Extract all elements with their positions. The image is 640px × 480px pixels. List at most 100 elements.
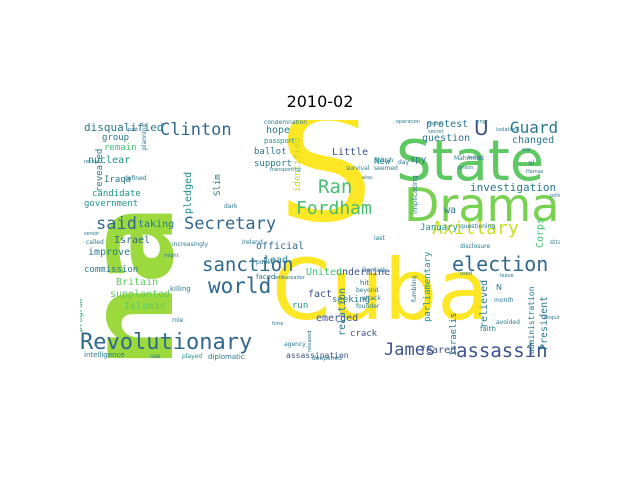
word-secretary: Secretary: [184, 214, 277, 234]
word-released: released: [307, 330, 313, 352]
word-hotel: hotel: [468, 155, 481, 161]
word-guard: Guard: [510, 120, 559, 137]
word-question: question: [422, 133, 471, 144]
word-spy: spy: [410, 155, 427, 165]
word-axillary: Axillary: [432, 218, 519, 239]
word-united: United: [306, 267, 343, 278]
word-ran: Ran: [318, 176, 353, 198]
word-role: role: [172, 317, 184, 324]
word-remain: remain: [104, 143, 137, 153]
word-run: run: [292, 301, 309, 311]
word-recent: recent: [84, 159, 100, 165]
word-operation: operation: [396, 120, 421, 125]
word-official: official: [256, 241, 305, 252]
word-revealed: revealed: [95, 148, 105, 192]
word-implicating: implicating: [411, 175, 419, 214]
word-attack: attack: [362, 295, 381, 302]
word-secret: secret: [428, 129, 444, 135]
word-administration: administration: [527, 286, 536, 354]
word-use: use: [150, 353, 161, 360]
word-ballot: ballot: [254, 147, 287, 157]
word-might: might: [164, 253, 179, 259]
word-parliamentary: parliamentary: [423, 251, 433, 322]
word-crack: crack: [350, 329, 378, 339]
word-dubai: Dubai: [428, 121, 443, 127]
word-disqualified: disqualified: [84, 121, 164, 134]
word-senior: senior: [84, 231, 100, 237]
word-passport: passport: [264, 137, 295, 145]
word-fumbling: fumbling: [411, 275, 418, 302]
word-faith: faith: [480, 325, 496, 333]
word-deepened: deepened: [312, 355, 342, 362]
word-investigation: investigation: [470, 181, 557, 194]
word-revolutionary: Revolutionary: [80, 330, 253, 355]
word-used: used: [460, 271, 473, 277]
word-said: said: [96, 214, 137, 234]
word-slim: Slim: [213, 174, 223, 196]
word-agency: agency: [284, 341, 306, 348]
chart-title: 2010-02: [286, 92, 354, 111]
word-killing: killing: [170, 285, 191, 293]
word-world: world: [208, 274, 272, 298]
word-ring: ring: [476, 120, 486, 125]
word-james: James: [384, 340, 436, 360]
word-changed: changed: [512, 135, 555, 146]
word-n: N: [496, 283, 502, 292]
word-war: war: [522, 147, 532, 153]
word-cloud: na S Cuba State Drama Revolutionary worl…: [80, 120, 560, 362]
word-mahmoud: Mahmoud: [454, 155, 484, 162]
word-emerged: emerged: [316, 313, 359, 324]
word-improve: improve: [88, 247, 131, 258]
word-british: British: [374, 157, 394, 164]
word-fact: fact: [308, 289, 333, 300]
word-government: government: [84, 199, 139, 209]
word-transporting: transporting: [270, 167, 301, 173]
word-britain: Britain: [116, 277, 159, 288]
word-israel: Israel: [114, 235, 151, 246]
word-support: support: [254, 159, 292, 169]
word-ireland: Ireland: [242, 239, 263, 246]
word-beyond: beyond: [356, 287, 379, 294]
word-cuba: Cuba: [272, 241, 489, 339]
word-prison: prison: [458, 165, 474, 171]
word-condemnation: condemnation: [264, 120, 308, 126]
word-isolation: isolation: [496, 127, 518, 133]
word-pledged: pledged: [183, 171, 194, 214]
word-commission: commission: [84, 265, 139, 275]
word-dark: dark: [224, 203, 238, 210]
word-public: public: [256, 259, 275, 266]
word-seemed: seemed: [374, 165, 398, 172]
word-president: President: [539, 295, 550, 350]
word-planning: planning: [141, 123, 148, 150]
word-wa: wa: [444, 205, 457, 216]
word-played: played: [182, 353, 203, 360]
word-taking: taking: [138, 219, 175, 230]
word-feared: feared: [420, 345, 457, 356]
word-last: last: [374, 235, 385, 242]
word-ambassador: ambassador: [274, 275, 305, 281]
word-state: State: [396, 129, 545, 194]
word-protest: protest: [426, 120, 469, 130]
word-time: time: [272, 321, 284, 327]
word-assassin: assassin: [456, 340, 548, 362]
word-identified: identified: [293, 137, 303, 192]
word-program: program: [80, 298, 84, 332]
word-leave: leave: [500, 273, 514, 279]
word-damask: Damask: [362, 267, 387, 274]
word-sanction: sanction: [202, 254, 294, 276]
word-little: Little: [332, 147, 369, 158]
word-police: police: [550, 193, 560, 199]
word-intelligence: intelligence: [84, 351, 125, 359]
word-islamic: Islamic: [124, 301, 167, 312]
word-corps: Corps: [535, 217, 546, 248]
word-undermine: undermine: [336, 267, 391, 278]
word-drama: Drama: [404, 178, 560, 232]
word-month: month: [494, 297, 514, 304]
word-january: January: [420, 223, 458, 233]
word-al: al: [528, 159, 535, 167]
word-s: S: [278, 120, 374, 256]
word-group: group: [102, 133, 130, 143]
word-strain: strain: [550, 239, 560, 246]
word-faced: faced: [256, 273, 276, 281]
word-nuclear: nuclear: [88, 155, 131, 166]
